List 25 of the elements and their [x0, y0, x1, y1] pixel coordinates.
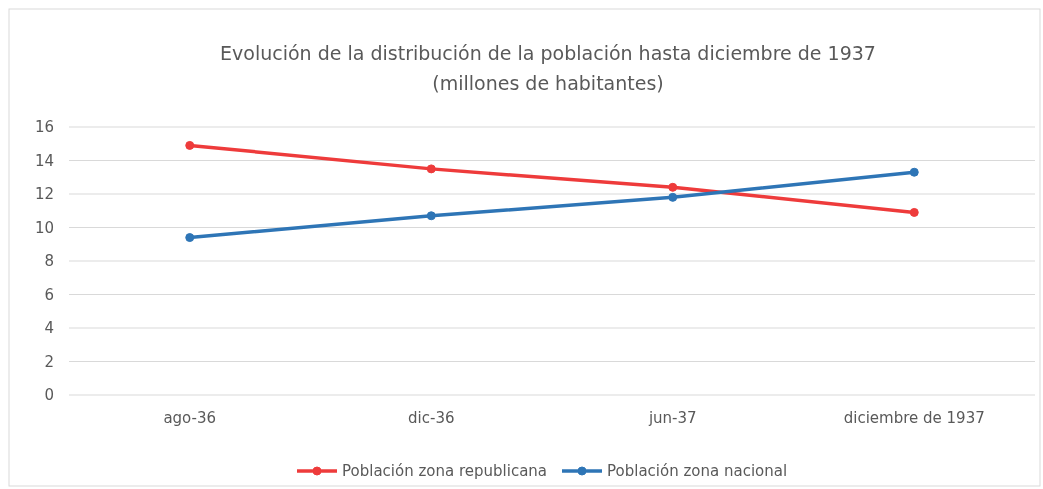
point	[909, 167, 919, 177]
y-tick-label: 10	[34, 218, 54, 237]
point	[668, 182, 678, 192]
point	[426, 211, 436, 221]
x-tick-label: ago-36	[163, 409, 217, 427]
y-tick-label: 14	[34, 151, 54, 170]
point	[668, 192, 678, 202]
point	[185, 140, 195, 150]
point	[426, 164, 436, 174]
y-tick-label: 16	[34, 118, 54, 137]
x-tick-label: diciembre de 1937	[843, 409, 985, 427]
y-tick-label: 6	[44, 285, 54, 304]
y-tick-label: 4	[44, 319, 54, 338]
point	[909, 207, 919, 217]
y-tick-label: 0	[44, 386, 54, 405]
x-tick-label: jun-37	[647, 409, 697, 427]
x-tick-label: dic-36	[408, 409, 455, 427]
legend-label: Población zona republicana	[342, 462, 548, 481]
legend-label: Población zona nacional	[607, 462, 788, 481]
y-tick-label: 2	[44, 352, 54, 371]
y-tick-label: 12	[34, 185, 54, 204]
y-tick-label: 8	[44, 252, 54, 271]
point	[185, 233, 195, 243]
chart-title: Evolución de la distribución de la población hasta diciembre de 1937	[220, 42, 876, 64]
chart-subtitle: (millones de habitantes)	[432, 72, 664, 94]
